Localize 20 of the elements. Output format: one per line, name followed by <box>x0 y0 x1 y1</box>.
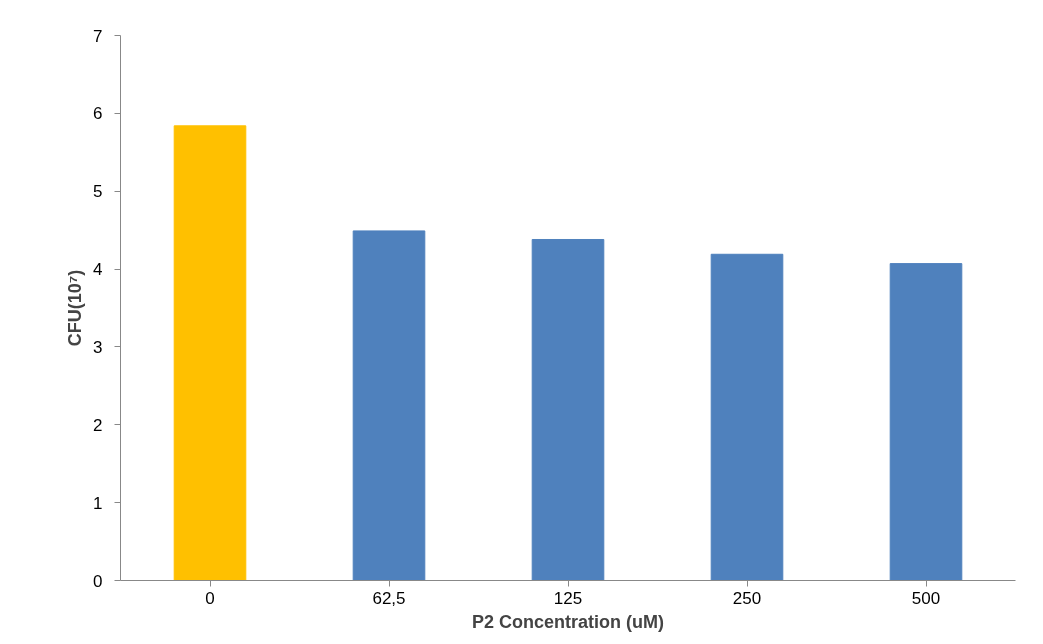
x-tick-label: 0 <box>205 588 215 608</box>
bar <box>352 230 426 581</box>
y-tick-label: 2 <box>93 415 103 435</box>
y-tick-label: 6 <box>93 104 103 124</box>
x-axis-title: P2 Concentration (uM) <box>472 611 664 632</box>
x-tick-label: 250 <box>732 588 762 608</box>
x-tick-label: 62,5 <box>372 588 406 608</box>
x-tick-label: 500 <box>911 588 941 608</box>
y-axis-title: CFU(10⁷) <box>65 269 86 347</box>
y-tick-label: 1 <box>93 493 103 513</box>
y-tick-label: 7 <box>93 26 103 46</box>
y-tick-label: 5 <box>93 182 103 202</box>
bar <box>710 253 784 581</box>
y-tick-label: 4 <box>93 260 103 280</box>
bar <box>889 263 963 581</box>
y-tick-label: 0 <box>93 571 103 591</box>
x-tick-label: 125 <box>553 588 583 608</box>
bar <box>173 125 247 581</box>
bar <box>531 238 605 581</box>
y-tick-label: 3 <box>93 337 103 357</box>
